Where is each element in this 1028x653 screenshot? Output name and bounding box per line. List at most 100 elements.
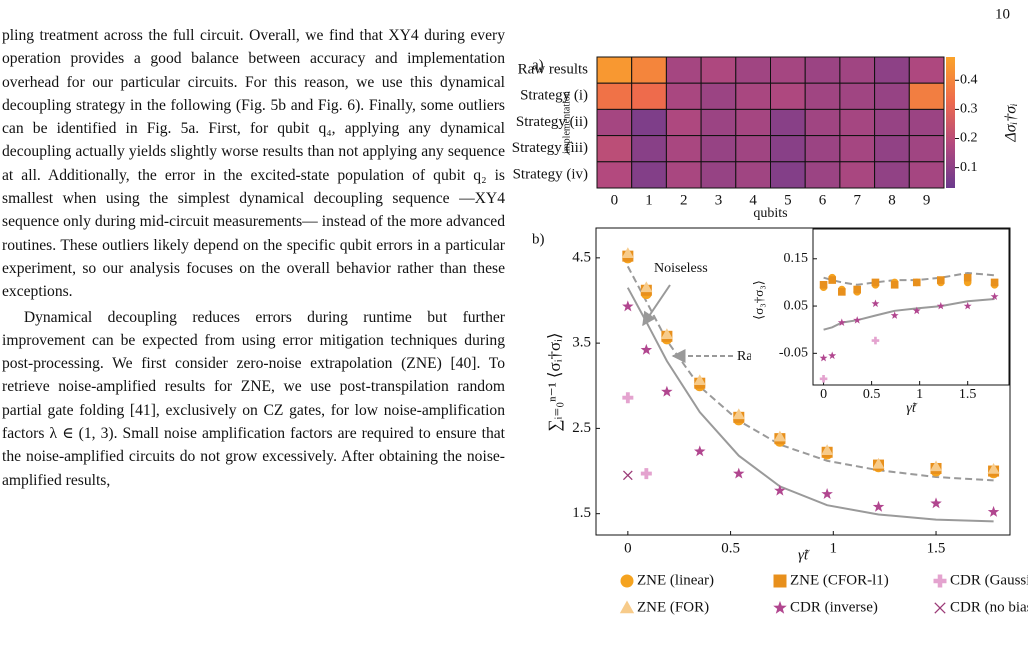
- inset-frame: [812, 228, 1010, 386]
- x-tick-label: 1: [830, 540, 838, 556]
- heatmap-cell: [874, 161, 910, 189]
- line-series: [626, 265, 994, 482]
- y-axis-label: implementation: [561, 91, 572, 154]
- data-point: [828, 276, 837, 284]
- row-label: Raw results: [518, 62, 589, 78]
- annotation: Noiseless: [654, 261, 708, 276]
- data-point: [871, 299, 880, 308]
- panel-label: a): [532, 57, 544, 73]
- body-text: pling treatment across the full circuit.…: [2, 24, 505, 492]
- data-point: [828, 351, 837, 360]
- column-label: 4: [749, 192, 757, 208]
- heatmap-cell: [631, 108, 667, 137]
- y-tick-label: 1.5: [572, 505, 591, 521]
- y-tick-label: 2.5: [572, 420, 591, 436]
- data-point: [640, 343, 653, 355]
- heatmap-cell: [908, 161, 945, 189]
- data-point: [930, 497, 942, 509]
- data-point: [819, 353, 828, 362]
- data-point: [660, 328, 673, 339]
- column-label: 9: [923, 192, 931, 208]
- data-point: [733, 467, 745, 479]
- legend-marker: [620, 574, 634, 588]
- data-point: [963, 301, 972, 310]
- heatmap-cell: [735, 82, 771, 110]
- data-point: [622, 300, 634, 312]
- data-point: [987, 505, 1000, 517]
- data-point: [622, 470, 633, 481]
- legend-label: ZNE (CFOR-l1): [790, 572, 889, 588]
- legend-marker: [934, 602, 946, 614]
- data-point: [871, 336, 880, 345]
- data-point: [693, 374, 706, 386]
- data-point: [774, 484, 786, 496]
- colorbar-tick-label: 0.4: [960, 73, 978, 88]
- heatmap-cell: [804, 56, 841, 84]
- data-point: [773, 430, 786, 442]
- column-label: 5: [784, 192, 792, 208]
- data-point: [837, 318, 846, 326]
- heatmap-cell: [804, 108, 841, 137]
- heatmap-cell: [839, 82, 876, 110]
- heatmap-cell: [631, 56, 667, 84]
- data-point: [936, 301, 945, 310]
- heatmap-cell: [596, 135, 633, 163]
- heatmap-cell: [908, 135, 945, 163]
- colorbar-tick-label: 0.1: [960, 160, 978, 175]
- data-point: [819, 375, 828, 383]
- data-point: [871, 278, 880, 287]
- data-point: [640, 281, 653, 293]
- row-label: Strategy (i): [520, 88, 588, 104]
- inset-x-axis-label: γ̃t: [906, 401, 918, 416]
- heatmap-cell: [874, 108, 910, 137]
- heatmap-cell: [908, 108, 945, 137]
- data-point: [872, 500, 885, 512]
- heatmap-cell: [700, 108, 737, 137]
- column-label: 6: [819, 192, 827, 208]
- data-point: [853, 316, 862, 324]
- colorbar-tick-label: 0.2: [960, 131, 978, 146]
- heatmap-cell: [839, 108, 876, 137]
- heatmap-cell: [700, 161, 737, 189]
- y-tick-label: 3.5: [572, 335, 591, 351]
- x-tick-label: 0: [624, 540, 632, 556]
- heatmap-cell: [804, 82, 841, 110]
- y-axis-label: ∑ᵢ₌₀ⁿ⁻¹ ⟨σᵢ†σᵢ⟩: [545, 332, 564, 431]
- heatmap-cell: [735, 161, 771, 189]
- heatmap-cell: [908, 56, 945, 84]
- paragraph: Dynamical decoupling reduces errors duri…: [2, 308, 505, 489]
- data-point: [929, 460, 943, 472]
- column-label: 2: [680, 192, 688, 208]
- heatmap-cell: [665, 161, 702, 189]
- heatmap-cell: [665, 82, 702, 110]
- data-point: [821, 444, 834, 455]
- axes-frame: [595, 227, 1011, 536]
- x-tick-label: 0.5: [721, 540, 740, 556]
- legend-label: CDR (no bias): [950, 599, 1028, 615]
- heatmap-cell: [631, 82, 667, 110]
- y-tick-label: 4.5: [572, 249, 591, 265]
- heatmap-cell: [770, 135, 806, 163]
- heatmap-cell: [665, 56, 702, 84]
- legend-label: ZNE (FOR): [637, 599, 709, 615]
- data-point: [872, 457, 885, 469]
- inset-background: [751, 229, 1009, 418]
- heatmap-cell: [596, 108, 633, 137]
- heatmap-cell: [700, 82, 737, 110]
- heatmap-cell: [839, 135, 876, 163]
- data-point: [912, 278, 921, 287]
- colorbar-label: Δσᵢ†σᵢ: [1003, 103, 1020, 142]
- heatmap-cell: [596, 56, 633, 84]
- heatmap-cell: [665, 135, 702, 163]
- x-tick-label: 1: [916, 387, 923, 402]
- x-axis-label: γ̃t: [798, 547, 810, 563]
- colorbar-tick-label: 0.3: [960, 102, 978, 117]
- x-axis-label: qubits: [753, 206, 787, 221]
- column-label: 3: [715, 192, 723, 208]
- line-series: [823, 298, 995, 331]
- legend-label: ZNE (linear): [637, 572, 714, 588]
- heatmap-cell: [839, 56, 876, 84]
- legend-marker: [773, 600, 787, 614]
- heatmap-cell: [735, 56, 771, 84]
